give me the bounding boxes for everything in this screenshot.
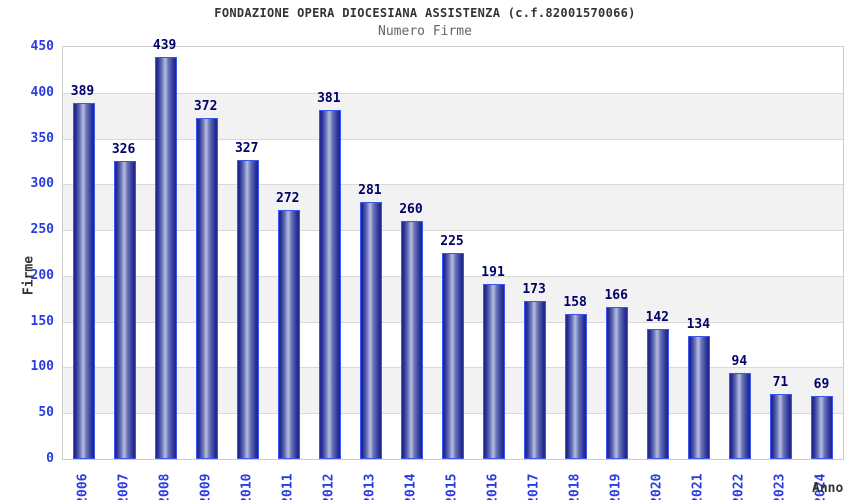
y-tick-label: 200: [30, 267, 54, 283]
x-tick-label: 2020: [649, 473, 665, 500]
bar-value-label: 191: [481, 265, 505, 281]
bar-2012: [318, 110, 341, 459]
bar-value-label: 381: [317, 91, 341, 107]
x-tick-label: 2022: [731, 473, 747, 500]
bar-2015: [442, 253, 464, 459]
grid-band: [63, 138, 843, 185]
bar-2017: [524, 300, 547, 459]
bar-2014: [400, 220, 423, 459]
bar-2024: [811, 395, 834, 459]
bar-value-label: 134: [686, 317, 711, 333]
bar-value-label: 94: [731, 353, 748, 369]
bar-2023: [770, 393, 793, 459]
bar-2007: [113, 160, 136, 459]
x-tick-label: 2011: [280, 473, 296, 500]
bar-value-label: 173: [522, 281, 546, 297]
plot-area: [62, 46, 844, 460]
bar-value-label: 281: [358, 182, 382, 198]
bar-2008: [154, 57, 177, 459]
gridline: [63, 138, 843, 140]
y-tick-label: 450: [30, 39, 54, 54]
gridline: [63, 92, 843, 94]
grid-band: [63, 92, 843, 139]
bar-2009: [195, 118, 218, 459]
bar-2018: [565, 314, 588, 459]
grid-band: [63, 184, 843, 231]
bar-value-label: 439: [152, 38, 177, 54]
bar-2019: [606, 307, 629, 459]
bar-2022: [729, 372, 752, 459]
bar-value-label: 158: [563, 295, 587, 311]
y-tick-label: 350: [30, 130, 54, 146]
bar-2016: [483, 284, 506, 459]
x-tick-label: 2006: [75, 473, 91, 500]
y-tick-label: 150: [30, 313, 54, 329]
x-tick-label: 2007: [116, 473, 132, 500]
x-tick-label: 2014: [403, 473, 419, 500]
bar-value-label: 225: [440, 234, 464, 249]
bar-value-label: 69: [813, 376, 830, 392]
y-tick-label: 250: [30, 222, 54, 238]
bar-value-label: 142: [645, 309, 669, 325]
bar-2021: [688, 336, 711, 459]
y-tick-label: 300: [30, 176, 54, 192]
y-tick-label: 50: [38, 405, 54, 421]
x-tick-label: 2019: [608, 473, 624, 500]
grid-band: [63, 47, 843, 93]
x-tick-label: 2015: [444, 473, 460, 500]
bar-2010: [236, 159, 259, 459]
bar-2011: [277, 209, 300, 459]
y-tick-label: 0: [46, 451, 54, 466]
x-tick-label: 2008: [157, 473, 173, 500]
y-tick-label: 100: [30, 359, 54, 375]
x-tick-label: 2021: [690, 473, 706, 500]
bar-value-label: 389: [70, 83, 95, 99]
x-tick-label: 2012: [321, 473, 337, 500]
x-tick-label: 2016: [485, 473, 501, 500]
bar-value-label: 166: [604, 288, 628, 304]
chart-subtitle: Numero Firme: [378, 24, 472, 39]
bar-value-label: 71: [772, 374, 789, 390]
bar-value-label: 272: [276, 190, 300, 206]
x-tick-label: 2017: [526, 473, 542, 500]
y-tick-label: 400: [30, 84, 54, 100]
bar-value-label: 327: [234, 140, 259, 156]
bar-value-label: 260: [399, 201, 423, 217]
bar-2006: [72, 102, 95, 459]
x-tick-label: 2023: [772, 473, 788, 500]
gridline: [63, 230, 843, 232]
x-tick-label: 2009: [198, 473, 214, 500]
gridline: [63, 184, 843, 186]
bar-value-label: 326: [111, 141, 136, 157]
bar-2013: [359, 201, 382, 459]
x-tick-label: 2013: [362, 473, 378, 500]
x-tick-label: 2018: [567, 473, 583, 500]
x-axis-title: Anno: [812, 481, 844, 496]
y-axis-title: Firme: [21, 255, 37, 296]
chart-title: FONDAZIONE OPERA DIOCESIANA ASSISTENZA (…: [214, 6, 636, 20]
bar-2020: [647, 328, 670, 459]
x-tick-label: 2010: [239, 473, 255, 500]
bar-value-label: 372: [193, 99, 218, 115]
